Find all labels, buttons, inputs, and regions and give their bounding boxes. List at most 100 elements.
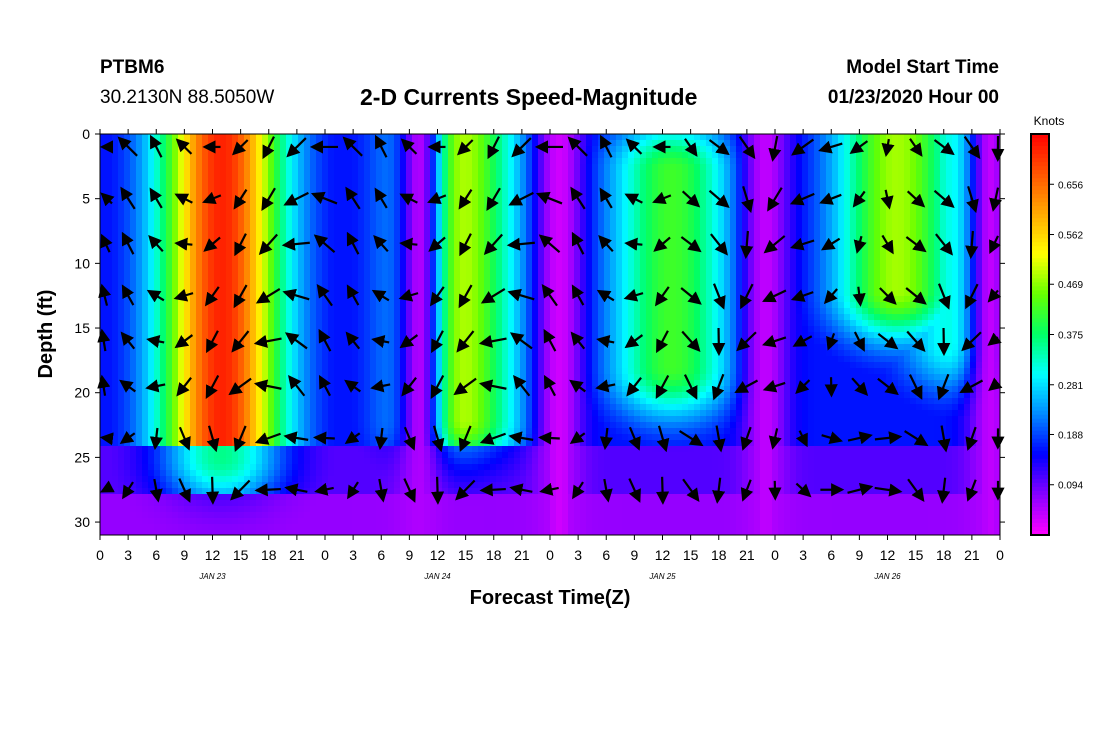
heatmap-cell	[400, 200, 407, 207]
heatmap-cell	[184, 482, 191, 489]
heatmap-cell	[160, 146, 167, 153]
heatmap-cell	[442, 380, 449, 387]
heatmap-cell	[340, 410, 347, 417]
heatmap-cell	[298, 242, 305, 249]
heatmap-cell	[292, 158, 299, 165]
heatmap-cell	[490, 164, 497, 171]
heatmap-cell	[304, 254, 311, 261]
heatmap-cell	[466, 452, 473, 459]
heatmap-cell	[406, 260, 413, 267]
heatmap-cell	[280, 302, 287, 309]
heatmap-cell	[100, 248, 107, 255]
heatmap-cell	[322, 152, 329, 159]
heatmap-cell	[532, 176, 539, 183]
heatmap-cell	[268, 386, 275, 393]
heatmap-cell	[136, 482, 143, 489]
heatmap-cell	[196, 344, 203, 351]
heatmap-cell	[532, 488, 539, 495]
heatmap-cell	[148, 524, 155, 531]
heatmap-cell	[364, 512, 371, 519]
heatmap-cell	[286, 356, 293, 363]
heatmap-cell	[316, 470, 323, 477]
heatmap-cell	[460, 290, 467, 297]
heatmap-cell	[148, 488, 155, 495]
heatmap-cell	[436, 530, 443, 536]
heatmap-cell	[316, 224, 323, 231]
heatmap-cell	[538, 338, 545, 345]
heatmap-cell	[328, 218, 335, 225]
heatmap-cell	[220, 326, 227, 333]
heatmap-cell	[448, 440, 455, 447]
heatmap-cell	[142, 254, 149, 261]
heatmap-cell	[250, 518, 257, 525]
heatmap-cell	[430, 494, 437, 501]
heatmap-cell	[262, 506, 269, 513]
heatmap-cell	[148, 152, 155, 159]
heatmap-cell	[448, 254, 455, 261]
heatmap-cell	[418, 488, 425, 495]
heatmap-cell	[412, 254, 419, 261]
heatmap-cell	[112, 338, 119, 345]
heatmap-cell	[112, 356, 119, 363]
heatmap-cell	[298, 254, 305, 261]
heatmap-cell	[166, 170, 173, 177]
heatmap-cell	[346, 308, 353, 315]
heatmap-cell	[442, 524, 449, 531]
heatmap-cell	[508, 302, 515, 309]
heatmap-cell	[352, 206, 359, 213]
heatmap-cell	[322, 344, 329, 351]
heatmap-cell	[268, 476, 275, 483]
heatmap-cell	[418, 338, 425, 345]
heatmap-cell	[220, 506, 227, 513]
heatmap-cell	[130, 524, 137, 531]
heatmap-cell	[112, 482, 119, 489]
heatmap-cell	[190, 356, 197, 363]
heatmap-cell	[334, 194, 341, 201]
heatmap-cell	[178, 314, 185, 321]
heatmap-cell	[130, 272, 137, 279]
heatmap-cell	[466, 476, 473, 483]
heatmap-cell	[418, 194, 425, 201]
heatmap-cell	[118, 176, 125, 183]
heatmap-cell	[196, 386, 203, 393]
heatmap-cell	[358, 314, 365, 321]
heatmap-cell	[454, 326, 461, 333]
heatmap-cell	[226, 152, 233, 159]
heatmap-cell	[508, 320, 515, 327]
heatmap-cell	[100, 140, 107, 147]
heatmap-cell	[106, 212, 113, 219]
heatmap-cell	[484, 356, 491, 363]
heatmap-cell	[166, 332, 173, 339]
heatmap-cell	[532, 482, 539, 489]
heatmap-cell	[514, 224, 521, 231]
heatmap-cell	[448, 470, 455, 477]
heatmap-cell	[358, 458, 365, 465]
heatmap-cell	[310, 140, 317, 147]
heatmap-cell	[268, 416, 275, 423]
heatmap-cell	[262, 308, 269, 315]
heatmap-cell	[520, 476, 527, 483]
heatmap-cell	[502, 188, 509, 195]
heatmap-cell	[442, 284, 449, 291]
heatmap-cell	[526, 464, 533, 471]
heatmap-cell	[520, 302, 527, 309]
heatmap-cell	[406, 218, 413, 225]
heatmap-cell	[202, 458, 209, 465]
heatmap-cell	[520, 326, 527, 333]
heatmap-cell	[190, 482, 197, 489]
heatmap-cell	[130, 308, 137, 315]
heatmap-cell	[448, 164, 455, 171]
heatmap-cell	[364, 146, 371, 153]
heatmap-cell	[244, 488, 251, 495]
heatmap-cell	[292, 320, 299, 327]
heatmap-cell	[394, 512, 401, 519]
heatmap-cell	[250, 236, 257, 243]
heatmap-cell	[226, 416, 233, 423]
heatmap-cell	[322, 206, 329, 213]
heatmap-cell	[184, 278, 191, 285]
heatmap-cell	[298, 470, 305, 477]
heatmap-cell	[508, 314, 515, 321]
heatmap-cell	[334, 344, 341, 351]
heatmap-cell	[496, 284, 503, 291]
heatmap-cell	[298, 308, 305, 315]
